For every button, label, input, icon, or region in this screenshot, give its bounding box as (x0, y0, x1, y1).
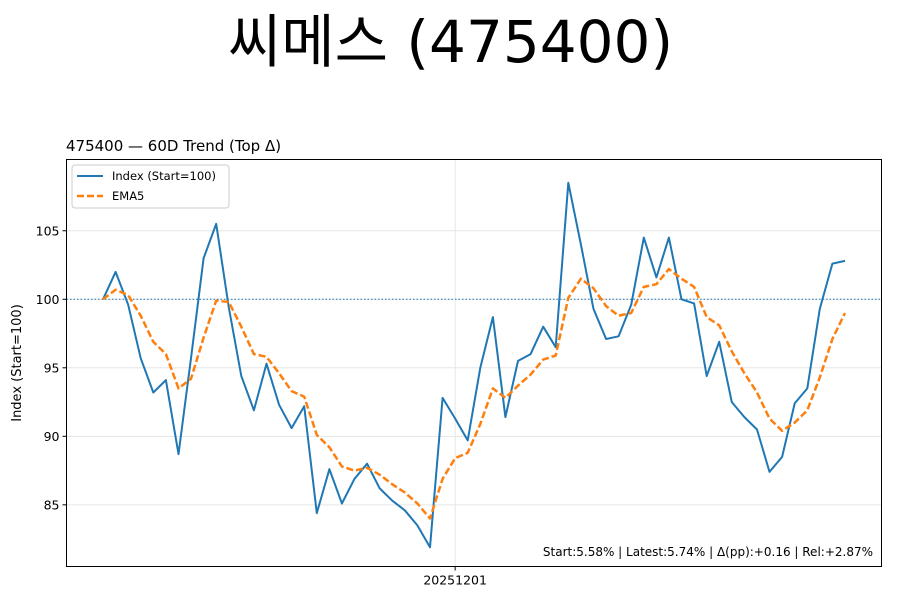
x-tick-label: 20251201 (423, 573, 487, 588)
stats-annotation: Start:5.58% | Latest:5.74% | Δ(pp):+0.16… (543, 545, 873, 559)
y-axis-ticks: 85 90 95 100 105 (36, 223, 67, 512)
legend: Index (Start=100) EMA5 (71, 164, 230, 209)
series-layer (102, 181, 847, 549)
chart-title: 475400 — 60D Trend (Top Δ) (66, 137, 281, 155)
y-tick-label: 85 (44, 497, 60, 512)
plot-area-frame (66, 159, 882, 567)
grid-layer (66, 159, 882, 567)
legend-box (71, 164, 230, 209)
y-tick-label: 95 (44, 360, 60, 375)
y-tick-label: 100 (36, 292, 60, 307)
y-axis-label: Index (Start=100) (10, 304, 25, 422)
legend-label-ema5: EMA5 (112, 189, 144, 203)
series-line-index (102, 181, 846, 549)
y-tick-label: 90 (44, 429, 60, 444)
y-tick-label: 105 (36, 223, 60, 238)
legend-label-index: Index (Start=100) (112, 169, 216, 183)
x-axis-ticks: 20251201 (423, 566, 487, 588)
page-title: 씨메스 (475400) (227, 8, 674, 76)
series-line-ema5 (102, 267, 847, 520)
